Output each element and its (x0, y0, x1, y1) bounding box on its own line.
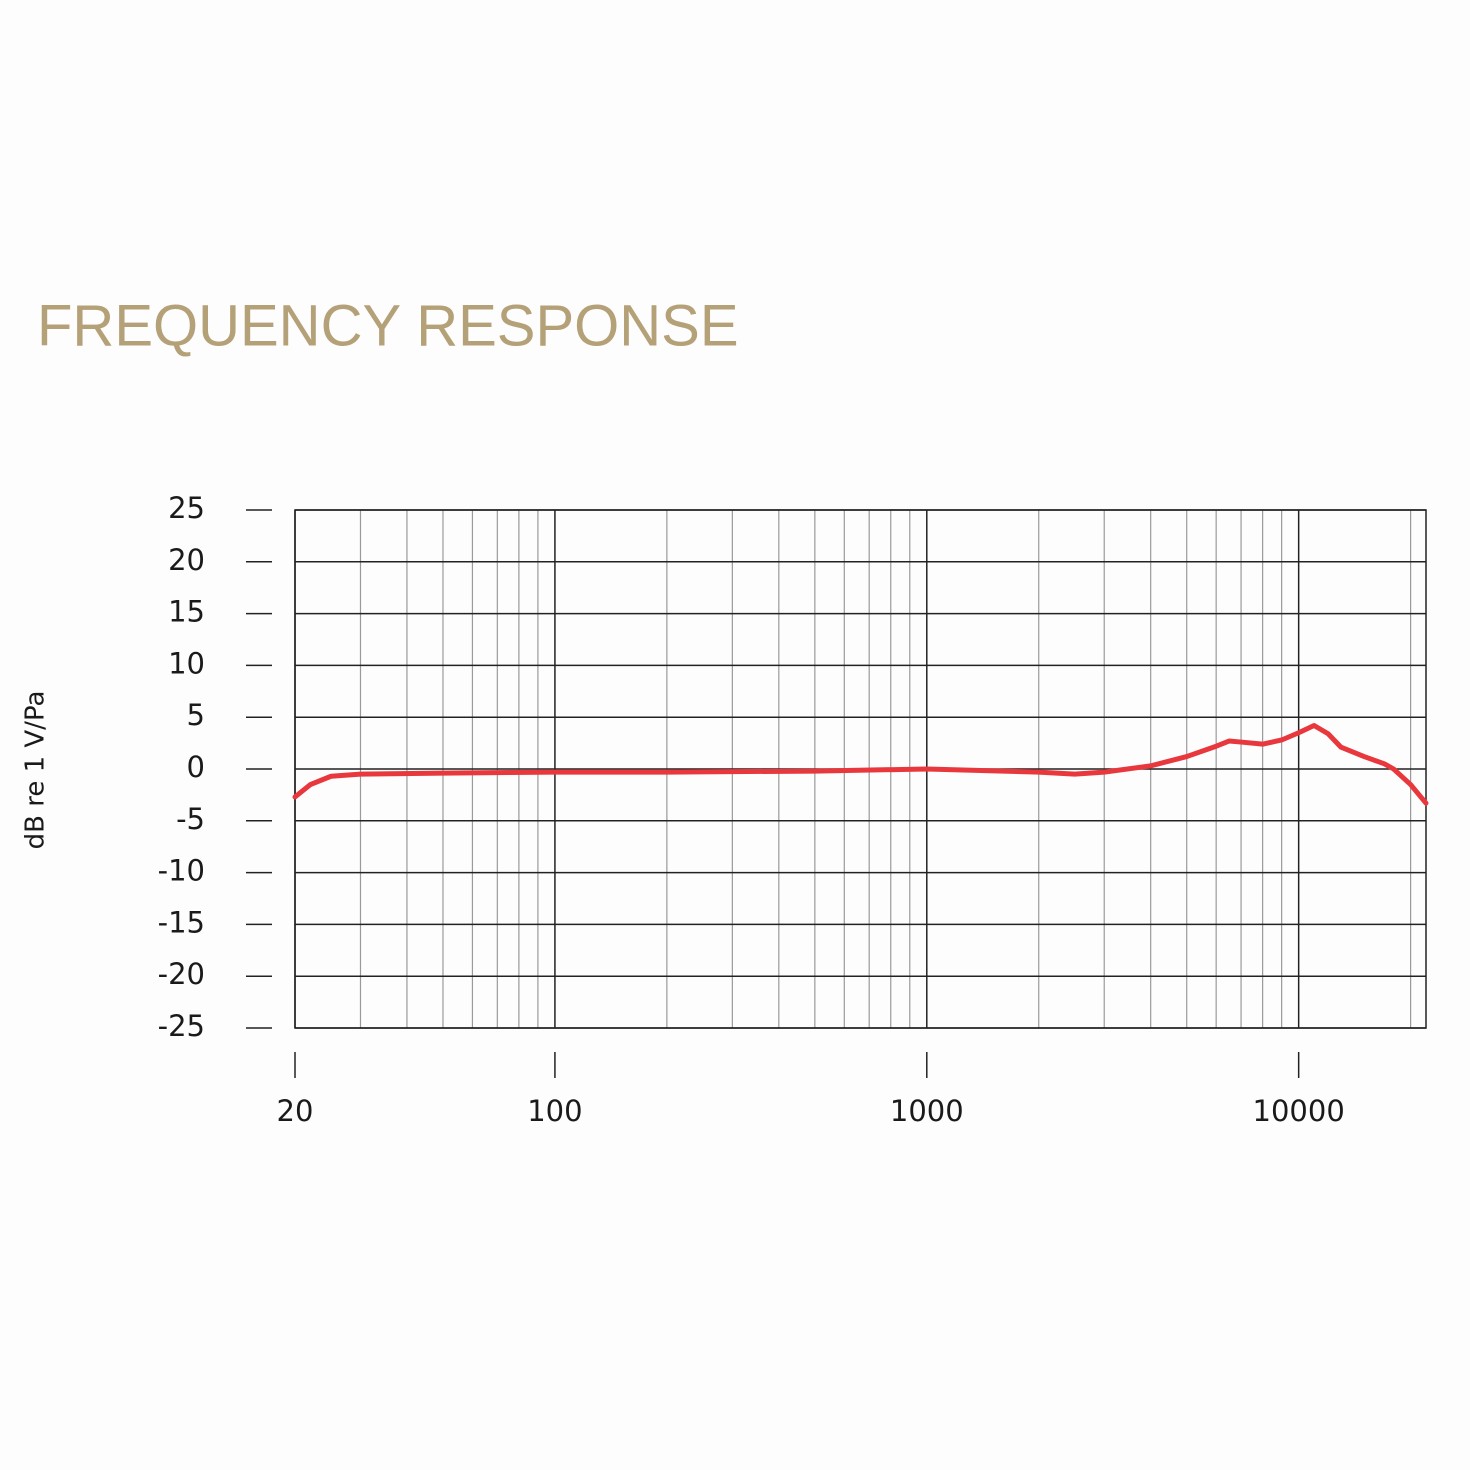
response-curve (292, 722, 1429, 806)
x-tick-label: 10000 (1253, 1094, 1345, 1128)
y-tick-label: 25 (168, 491, 205, 525)
chart-title: FREQUENCY RESPONSE (37, 293, 739, 358)
y-tick-label: -10 (158, 854, 205, 888)
plot-frame (294, 509, 1427, 1029)
y-tick-label: 15 (168, 595, 205, 629)
x-tick-label: 1000 (890, 1094, 964, 1128)
y-tick-label: 20 (168, 543, 205, 577)
y-tick-label: -15 (158, 905, 205, 939)
x-tick-label: 20 (277, 1094, 314, 1128)
y-tick-label: 5 (187, 698, 205, 732)
y-tick-label: -25 (158, 1009, 205, 1043)
y-tick-label: 0 (187, 750, 205, 784)
y-tick-label: -20 (158, 957, 205, 991)
y-axis-label: dB re 1 V/Pa (21, 691, 51, 850)
x-tick-label: 100 (527, 1094, 582, 1128)
y-tick-label: 10 (168, 646, 205, 680)
y-tick-label: -5 (176, 802, 205, 836)
